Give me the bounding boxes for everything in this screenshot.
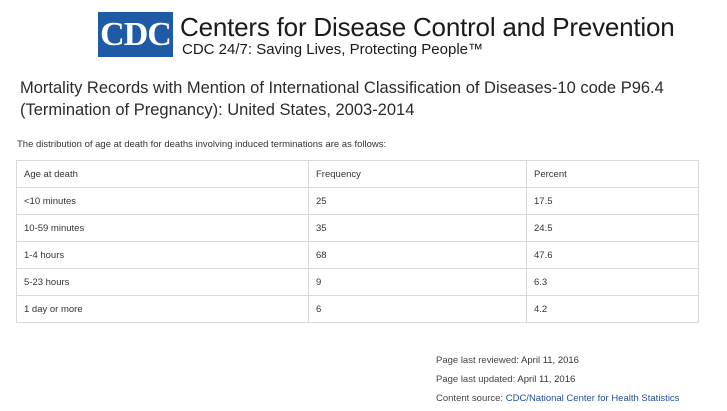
reviewed-date: April 11, 2016 [521, 355, 579, 366]
age-cell: 5-23 hours [16, 268, 309, 296]
cdc-logo[interactable]: CDC [98, 12, 173, 57]
page-title: Mortality Records with Mention of Intern… [20, 79, 664, 119]
percent-cell: 24.5 [526, 214, 699, 242]
intro-text: The distribution of age at death for dea… [17, 139, 387, 150]
percent-cell: 47.6 [526, 241, 699, 269]
column-header-percent: Percent [526, 160, 699, 188]
updated-date: April 11, 2016 [517, 374, 576, 385]
frequency-cell: 9 [308, 268, 527, 296]
column-header-age: Age at death [16, 160, 309, 188]
table-row: 1-4 hours 68 47.6 [16, 241, 699, 269]
age-cell: 10-59 minutes [16, 214, 309, 242]
column-header-frequency: Frequency [308, 160, 527, 188]
age-cell: <10 minutes [16, 187, 309, 215]
frequency-cell: 6 [308, 295, 527, 323]
reviewed-label: Page last reviewed: [436, 355, 519, 366]
age-cell: 1 day or more [16, 295, 309, 323]
percent-cell: 6.3 [526, 268, 699, 296]
frequency-cell: 68 [308, 241, 527, 269]
frequency-cell: 25 [308, 187, 527, 215]
site-header: CDC Centers for Disease Control and Prev… [0, 0, 727, 70]
percent-cell: 17.5 [526, 187, 699, 215]
source-link[interactable]: CDC/National Center for Health Statistic… [505, 393, 680, 404]
content-source: Content source: CDC/National Center for … [436, 393, 679, 404]
table-row: 10-59 minutes 35 24.5 [16, 214, 699, 242]
updated-label: Page last updated: [436, 374, 516, 385]
age-cell: 1-4 hours [16, 241, 309, 269]
logo-text: CDC [100, 15, 172, 53]
org-name[interactable]: Centers for Disease Control and Preventi… [180, 12, 675, 42]
table-row: 5-23 hours 9 6.3 [16, 268, 699, 296]
table-header-row: Age at death Frequency Percent [16, 160, 699, 188]
table-row: <10 minutes 25 17.5 [16, 187, 699, 215]
percent-cell: 4.2 [526, 295, 699, 323]
page-reviewed: Page last reviewed: April 11, 2016 [436, 355, 579, 366]
source-label: Content source: [436, 393, 504, 404]
page-updated: Page last updated: April 11, 2016 [436, 374, 575, 385]
frequency-cell: 35 [308, 214, 527, 242]
age-at-death-table: Age at death Frequency Percent <10 minut… [16, 160, 699, 323]
tagline: CDC 24/7: Saving Lives, Protecting Peopl… [182, 41, 483, 58]
table-row: 1 day or more 6 4.2 [16, 295, 699, 323]
